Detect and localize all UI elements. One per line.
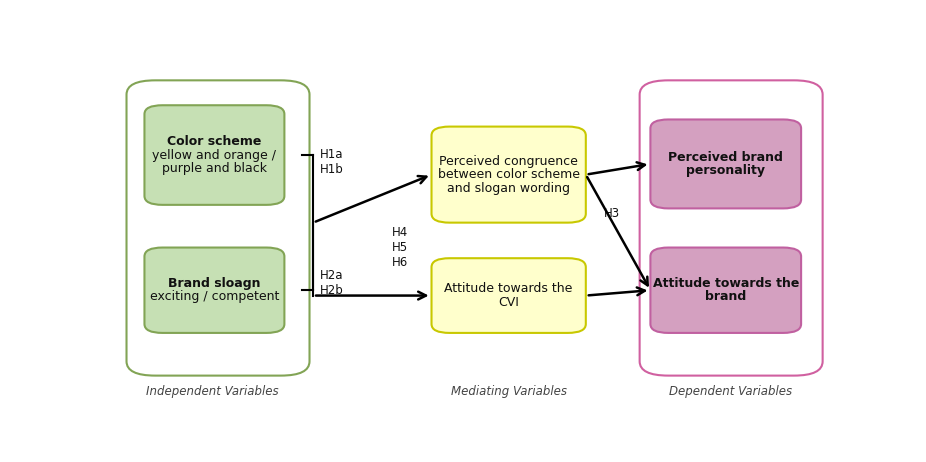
Text: Attitude towards the: Attitude towards the: [444, 282, 573, 295]
Text: H4
H5
H6: H4 H5 H6: [392, 226, 408, 269]
FancyBboxPatch shape: [127, 80, 309, 376]
Text: H2a
H2b: H2a H2b: [320, 269, 344, 297]
Text: Mediating Variables: Mediating Variables: [451, 385, 567, 398]
Text: Perceived brand: Perceived brand: [669, 151, 783, 164]
FancyBboxPatch shape: [650, 120, 801, 208]
FancyBboxPatch shape: [144, 248, 284, 333]
Text: purple and black: purple and black: [162, 162, 267, 175]
Text: Attitude towards the: Attitude towards the: [653, 277, 799, 290]
Text: Dependent Variables: Dependent Variables: [669, 385, 793, 398]
Text: Independent Variables: Independent Variables: [146, 385, 279, 398]
Text: yellow and orange /: yellow and orange /: [153, 149, 277, 162]
FancyBboxPatch shape: [432, 258, 586, 333]
Text: between color scheme: between color scheme: [438, 168, 580, 181]
Text: and slogan wording: and slogan wording: [447, 182, 570, 195]
FancyBboxPatch shape: [650, 248, 801, 333]
Text: H3: H3: [604, 207, 619, 220]
Text: exciting / competent: exciting / competent: [150, 291, 279, 304]
FancyBboxPatch shape: [432, 127, 586, 223]
Text: Brand sloagn: Brand sloagn: [169, 277, 261, 290]
FancyBboxPatch shape: [640, 80, 822, 376]
Text: Perceived congruence: Perceived congruence: [439, 155, 578, 168]
Text: brand: brand: [705, 291, 746, 304]
Text: CVI: CVI: [498, 296, 519, 309]
Text: Color scheme: Color scheme: [168, 135, 262, 148]
FancyBboxPatch shape: [144, 105, 284, 205]
Text: personality: personality: [686, 164, 765, 177]
Text: H1a
H1b: H1a H1b: [320, 148, 344, 176]
